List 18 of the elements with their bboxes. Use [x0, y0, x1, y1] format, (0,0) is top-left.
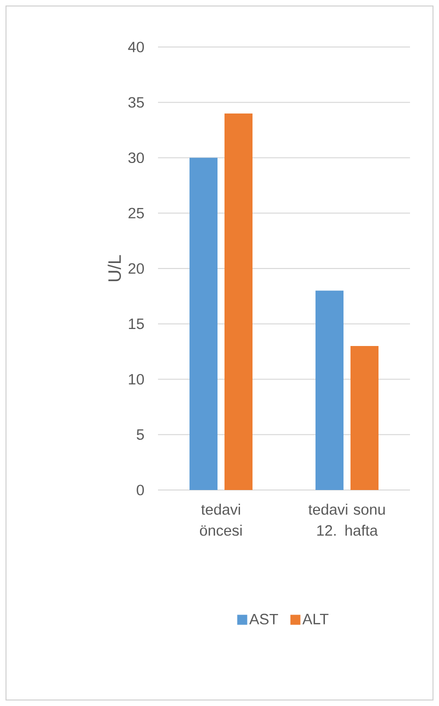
y-tick-label: 35 [128, 97, 144, 108]
y-tick-label: 25 [128, 208, 144, 218]
y-tick-label: 40 [128, 42, 144, 52]
x-tick-label: tedavi öncesi [200, 504, 242, 536]
legend-label: AST [249, 614, 278, 624]
y-tick-label: 30 [128, 152, 144, 164]
y-tick-label: 20 [128, 263, 144, 274]
y-tick-label: 15 [128, 318, 144, 330]
y-tick-label: 10 [128, 374, 144, 385]
bar [316, 290, 344, 490]
bar [350, 346, 379, 490]
bar [224, 113, 253, 490]
bar [190, 158, 218, 490]
y-axis-title: U/L [108, 255, 121, 282]
x-tick-label: tedavi sonu 12. hafta [308, 504, 385, 536]
y-tick-label: 0 [136, 484, 144, 496]
y-tick-label: 5 [136, 429, 144, 440]
legend-label: ALT [302, 614, 328, 624]
